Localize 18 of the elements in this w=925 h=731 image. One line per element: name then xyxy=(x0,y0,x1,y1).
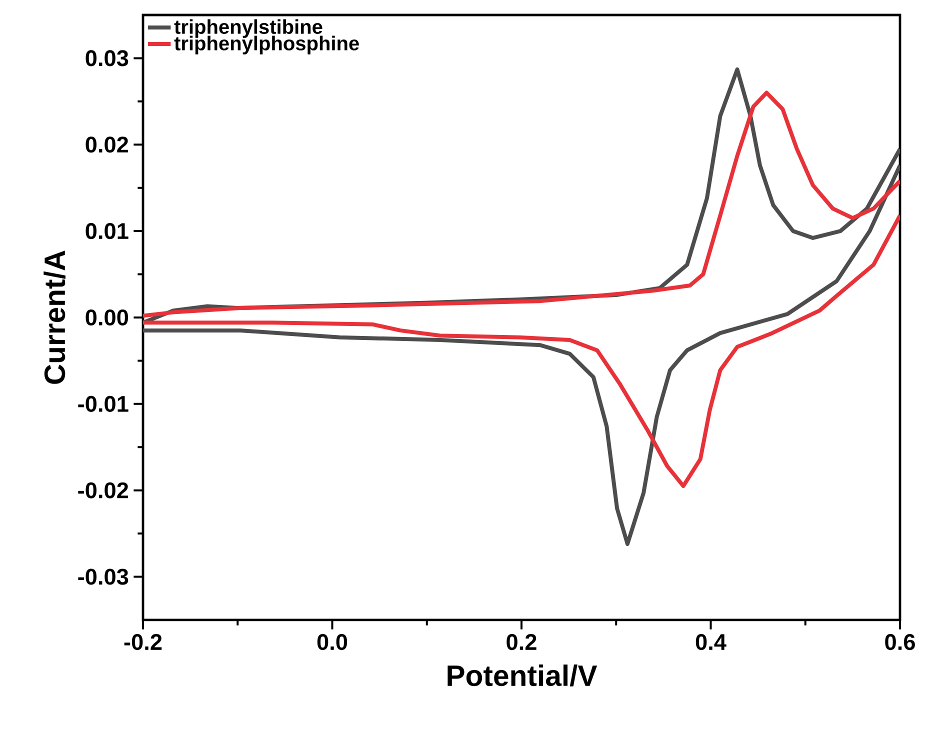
y-tick-label: 0.00 xyxy=(86,309,128,326)
y-axis-title: Current/A xyxy=(44,250,66,384)
x-tick-label: 0.6 xyxy=(885,634,915,650)
x-tick-label: 0.4 xyxy=(696,634,726,650)
line-series xyxy=(143,163,900,546)
y-tick-label: 0.02 xyxy=(86,136,128,153)
y-tick-label: -0.03 xyxy=(78,568,128,585)
x-axis-title: Potential/V xyxy=(448,664,598,686)
legend-label: triphenylstibine xyxy=(174,19,322,38)
line-series xyxy=(143,214,900,488)
legend-label: triphenylphosphine xyxy=(174,36,359,54)
y-tick-label: 0.01 xyxy=(86,223,128,240)
x-tick-label: 0.2 xyxy=(506,634,536,650)
y-tick-label: -0.01 xyxy=(78,396,128,412)
y-tick-label: -0.02 xyxy=(78,482,128,498)
x-tick-label: 0.0 xyxy=(317,634,348,650)
y-tick-label: 0.03 xyxy=(86,50,128,66)
x-tick-label: -0.2 xyxy=(124,634,162,650)
